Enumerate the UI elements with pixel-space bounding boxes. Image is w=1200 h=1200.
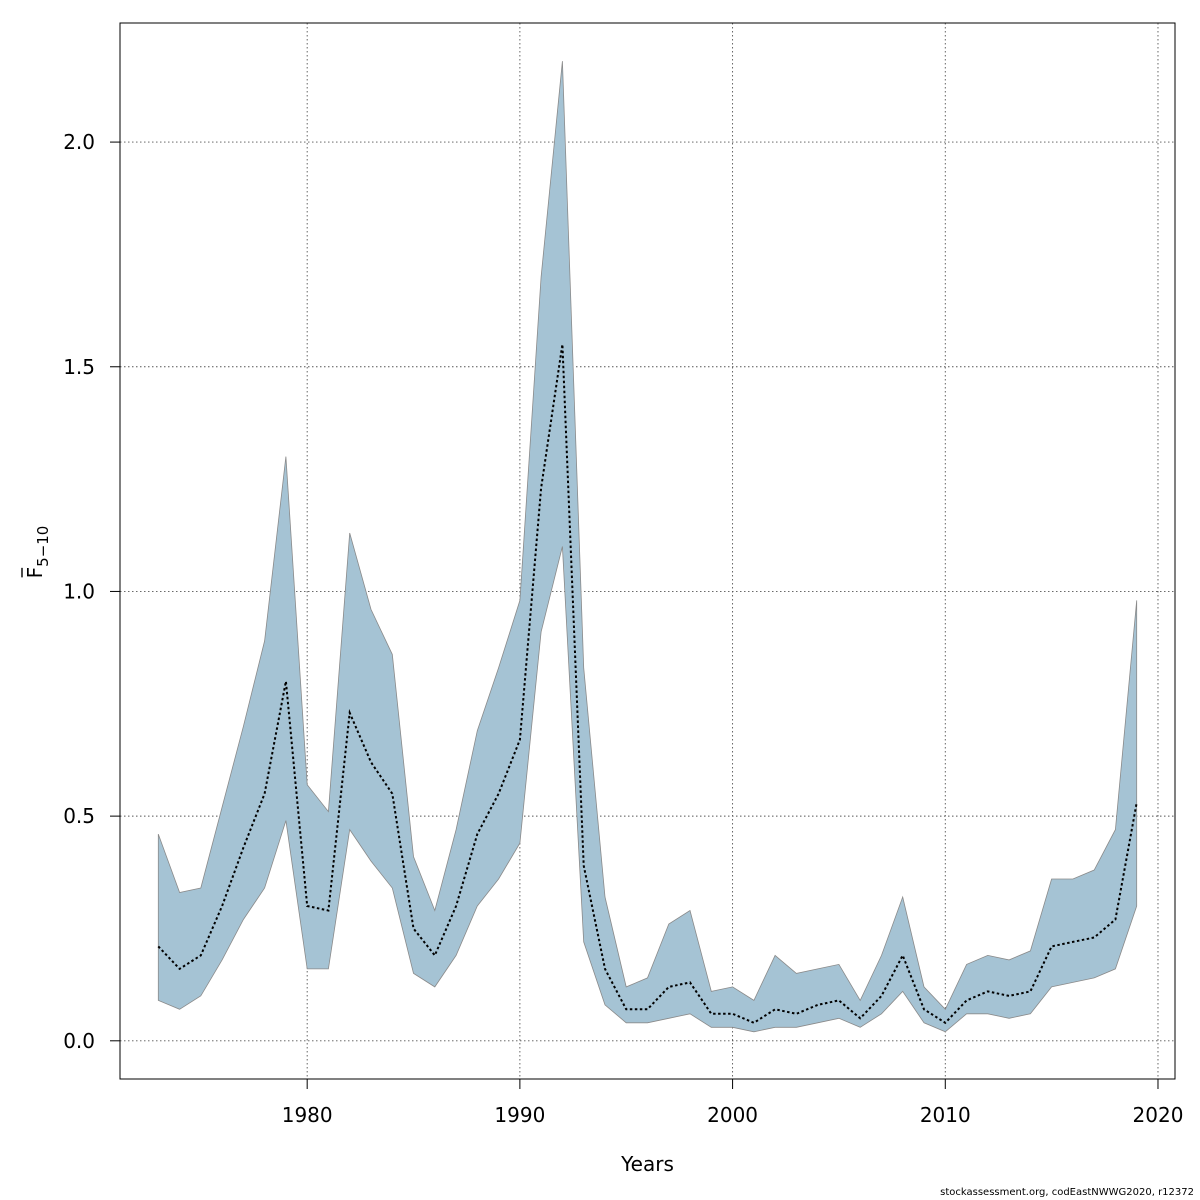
y-axis-title: F5−10 bbox=[23, 526, 52, 579]
x-tick-label: 2010 bbox=[920, 1103, 971, 1127]
y-axis: 0.0 0.5 1.0 1.5 2.0 bbox=[63, 130, 121, 1053]
x-tick-label: 1990 bbox=[494, 1103, 545, 1127]
y-axis-title-symbol: F bbox=[23, 567, 47, 579]
footer-credit: stockassessment.org, codEastNWWG2020, r1… bbox=[940, 1187, 1194, 1198]
y-tick-label: 1.0 bbox=[63, 579, 95, 603]
x-axis: 1980 1990 2000 2010 2020 bbox=[282, 1078, 1184, 1127]
y-tick-label: 2.0 bbox=[63, 130, 95, 154]
y-axis-title-subscript: 5−10 bbox=[34, 526, 52, 567]
x-tick-label: 1980 bbox=[282, 1103, 333, 1127]
estimate-line bbox=[157, 344, 1138, 1025]
x-axis-title: Years bbox=[620, 1152, 674, 1176]
y-tick-label: 0.0 bbox=[63, 1029, 95, 1053]
y-tick-label: 0.5 bbox=[63, 804, 95, 828]
x-tick-label: 2020 bbox=[1133, 1103, 1184, 1127]
x-tick-label: 2000 bbox=[707, 1103, 758, 1127]
confidence-band bbox=[157, 61, 1138, 1033]
y-tick-label: 1.5 bbox=[63, 355, 95, 379]
